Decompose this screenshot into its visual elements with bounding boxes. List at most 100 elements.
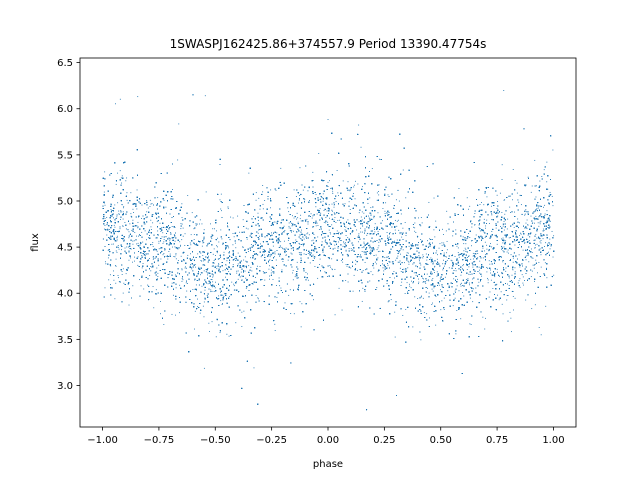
data-point [340,260,342,262]
data-point [272,279,274,280]
data-point [158,248,160,250]
data-point [512,296,514,297]
data-point [539,205,541,207]
data-point [190,244,192,246]
data-point [519,234,521,236]
data-point [116,239,118,241]
data-point [132,285,134,287]
data-point [497,201,499,202]
data-point [227,226,229,228]
data-point [532,222,534,224]
data-point [138,201,139,203]
data-point [456,310,458,311]
data-point [203,242,205,243]
data-point [126,199,128,201]
data-point [232,233,234,234]
data-point [149,258,150,259]
data-point [279,240,281,242]
data-point [369,253,371,254]
data-point [346,253,348,255]
data-point [299,218,301,220]
data-point [317,277,319,279]
data-point [363,241,365,243]
data-point [195,266,197,268]
data-point [255,258,257,259]
data-point [497,294,499,296]
data-point [426,273,428,275]
data-point [370,207,372,209]
data-point [514,244,516,246]
data-point [163,262,165,264]
data-point [318,229,320,230]
data-point [278,237,280,239]
data-point [207,272,208,274]
data-point [104,261,106,263]
data-point [448,267,450,269]
data-point [442,228,443,230]
data-point [138,235,139,237]
data-point [346,265,348,267]
data-point [123,238,124,240]
data-point [134,232,136,233]
data-point [364,253,366,255]
data-point [237,252,239,254]
data-point [420,256,422,258]
data-point [260,256,262,258]
data-point [200,274,201,276]
data-point [484,328,486,330]
data-point [312,180,314,181]
data-point [527,224,529,226]
data-point [184,233,186,235]
data-point [479,272,481,274]
data-point [415,274,417,276]
data-point [242,246,244,248]
data-point [423,278,424,280]
data-point [544,215,546,216]
data-point [335,201,337,202]
data-point [257,212,259,214]
data-point [291,225,293,227]
data-point [264,200,266,201]
data-point [120,218,121,220]
data-point [386,232,388,233]
data-point [497,215,499,217]
data-point [269,259,271,261]
data-point [485,227,486,229]
data-point [141,255,143,256]
data-point [519,278,521,280]
data-point [108,279,110,281]
data-point [407,291,408,293]
data-point [193,328,195,330]
data-point [537,207,539,209]
data-point [433,287,435,289]
data-point [501,179,503,180]
data-point [400,232,402,234]
data-point [429,276,431,278]
data-point [177,159,179,161]
data-point [334,314,336,316]
data-point [539,248,541,250]
data-point [118,281,120,282]
data-point [417,256,419,258]
data-point [153,257,155,259]
data-point [148,237,149,239]
data-point [446,249,448,251]
data-point [470,258,472,260]
data-point [274,253,276,255]
data-point [210,289,212,291]
data-point [123,207,124,209]
data-point [330,233,332,235]
data-point [280,287,282,289]
data-point [219,258,220,260]
data-point [284,252,286,254]
data-point [223,251,225,253]
data-point [532,264,534,266]
data-point [172,240,174,241]
data-point [118,248,120,250]
data-point [422,277,424,279]
data-point [350,188,352,190]
data-point [377,270,379,272]
data-point [229,273,231,275]
data-point [261,246,263,248]
data-point [370,230,372,232]
